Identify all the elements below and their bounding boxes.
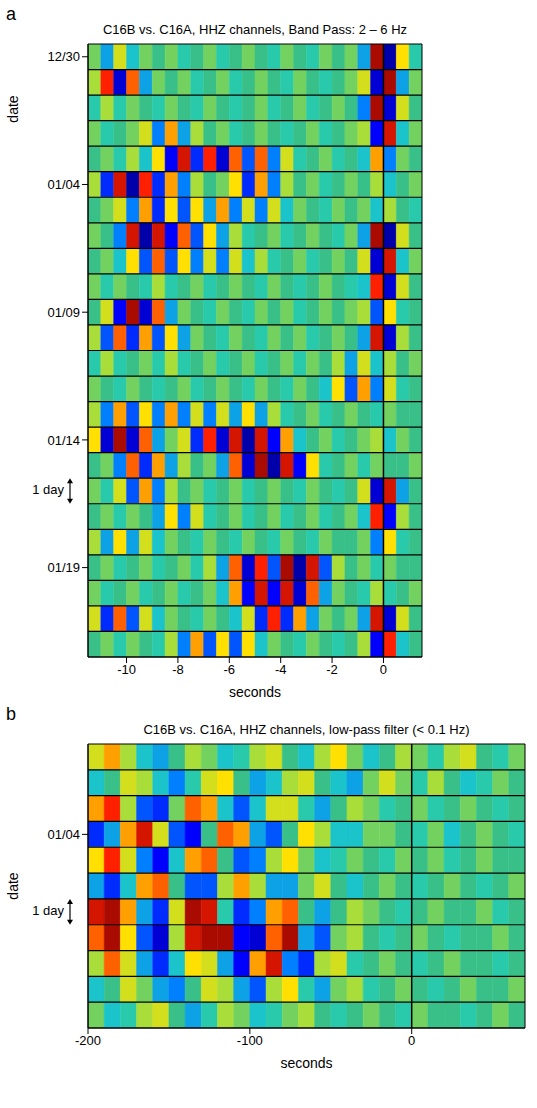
html-text:C16B vs. C16A, HHZ channels, l: C16B vs. C16A, HHZ channels, low-pass fi…: [143, 722, 470, 737]
html-text:C16B vs. C16A, HHZ channels, B: C16B vs. C16A, HHZ channels, Band Pass: …: [102, 22, 408, 37]
svg-text:-2: -2: [326, 662, 338, 677]
svg-text:01/09: 01/09: [47, 305, 80, 320]
svg-text:0: 0: [380, 662, 387, 677]
svg-text:0: 0: [408, 1033, 415, 1048]
svg-text:-8: -8: [172, 662, 184, 677]
svg-text:-10: -10: [117, 662, 136, 677]
svg-text:01/04: 01/04: [47, 827, 80, 842]
html-text:date: date: [5, 95, 21, 123]
svg-text:01/04: 01/04: [47, 177, 80, 192]
html-text:date: date: [5, 872, 21, 900]
svg-text:12/30: 12/30: [47, 49, 80, 64]
html-text:a: a: [6, 4, 16, 24]
svg-text:-6: -6: [224, 662, 236, 677]
svg-text:-100: -100: [237, 1033, 263, 1048]
svg-text:1 day: 1 day: [32, 482, 64, 497]
svg-text:-200: -200: [75, 1033, 101, 1048]
svg-text:01/19: 01/19: [47, 560, 80, 575]
svg-text:01/14: 01/14: [47, 433, 80, 448]
svg-text:-4: -4: [275, 662, 287, 677]
svg-text:1 day: 1 day: [32, 903, 64, 918]
svg-text:seconds: seconds: [229, 684, 281, 700]
html-text:b: b: [6, 704, 16, 724]
svg-text:seconds: seconds: [280, 1055, 332, 1071]
